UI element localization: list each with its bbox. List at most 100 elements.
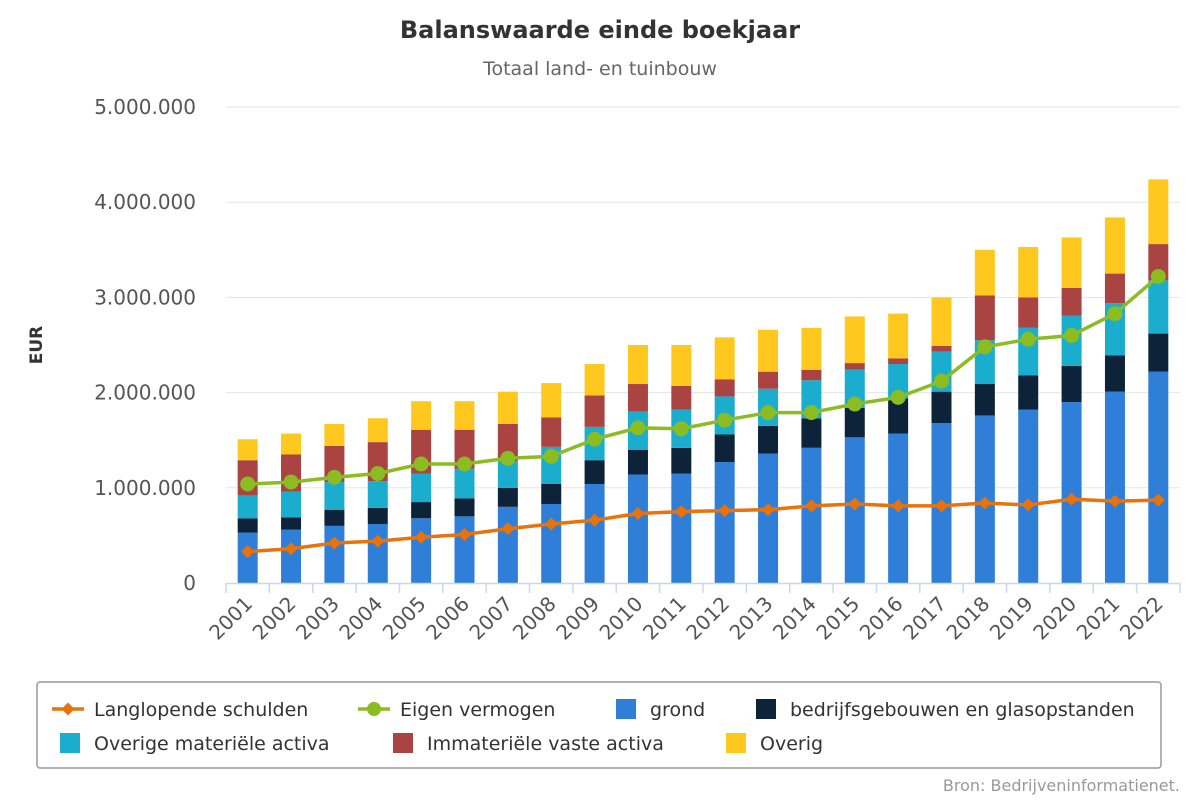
x-tick-label: 2004 xyxy=(334,592,387,645)
bar-segment xyxy=(411,502,432,519)
legend-box xyxy=(36,681,1162,769)
legend-label: Overig xyxy=(760,733,823,755)
legend-symbol xyxy=(756,699,776,719)
bar-segment xyxy=(974,249,995,296)
bar-segment xyxy=(627,449,648,475)
bar-segment xyxy=(1104,391,1125,583)
data-point xyxy=(717,412,733,428)
x-tick-label: 2017 xyxy=(898,592,951,645)
bar-segment xyxy=(281,491,302,518)
data-point xyxy=(371,534,385,548)
legend-label: Eigen vermogen xyxy=(400,699,555,721)
data-point xyxy=(890,389,906,405)
legend-item[interactable]: Overig xyxy=(726,733,823,755)
data-point xyxy=(630,420,646,436)
bar-segment xyxy=(888,364,909,399)
bar-segment xyxy=(367,481,388,508)
x-tick-label: 2012 xyxy=(681,592,734,645)
data-point xyxy=(501,522,515,536)
bar-segment xyxy=(324,482,345,510)
data-point xyxy=(241,545,255,559)
x-axis: 2001200220032004200520062007200820092010… xyxy=(204,582,1181,645)
bar-segment xyxy=(1148,179,1169,245)
x-tick-label: 2019 xyxy=(985,592,1038,645)
legend-symbol xyxy=(726,733,746,753)
data-point xyxy=(587,431,603,447)
bar-segment xyxy=(1018,375,1039,410)
data-point xyxy=(500,450,516,466)
bar-segment xyxy=(281,529,302,583)
bar-segment xyxy=(541,503,562,583)
data-point xyxy=(544,517,558,531)
bar-segment xyxy=(888,358,909,365)
legend-item[interactable]: grond xyxy=(616,699,705,721)
bar-segment xyxy=(1061,365,1082,403)
bar-segment xyxy=(454,516,475,583)
data-point xyxy=(631,507,645,521)
bar-segment xyxy=(497,506,518,583)
bar-segment xyxy=(801,418,822,448)
data-point xyxy=(543,448,559,464)
data-point xyxy=(674,505,688,519)
x-tick-label: 2002 xyxy=(248,592,301,645)
bar-segment xyxy=(671,447,692,474)
y-tick-label: 3.000.000 xyxy=(94,285,196,309)
x-tick-label: 2021 xyxy=(1072,592,1125,645)
series-line xyxy=(247,497,1159,554)
y-tick-label: 5.000.000 xyxy=(94,95,196,119)
y-axis-label: EUR xyxy=(27,326,47,365)
bar-segment xyxy=(324,509,345,526)
bar-segment xyxy=(584,395,605,427)
data-point xyxy=(457,456,472,472)
bar-segment xyxy=(324,424,345,446)
x-tick-label: 2001 xyxy=(204,592,257,645)
legend-item[interactable]: Eigen vermogen xyxy=(358,699,555,721)
credit-text[interactable]: Bron: Bedrijveninformatienet. xyxy=(943,776,1180,795)
x-tick-label: 2008 xyxy=(508,592,561,645)
y-axis-ticks: 0 1.000.000 2.000.000 3.000.000 4.000.000 5.0… xyxy=(94,95,196,595)
bar-segment xyxy=(801,369,822,381)
x-tick-label: 2010 xyxy=(595,592,648,645)
data-point xyxy=(283,474,299,490)
bar-segment xyxy=(1148,280,1169,334)
legend-label: Immateriële vaste activa xyxy=(427,733,664,755)
legend-item[interactable]: Langlopende schulden xyxy=(52,699,308,721)
data-point xyxy=(1151,493,1165,507)
bar-segment xyxy=(801,327,822,370)
bar-segment xyxy=(411,473,432,503)
bar-segment xyxy=(758,371,779,389)
bar-segment xyxy=(801,447,822,583)
data-point xyxy=(804,499,818,513)
data-point xyxy=(240,476,256,492)
data-point xyxy=(935,499,948,513)
y-tick-label: 2.000.000 xyxy=(94,381,196,405)
legend-item[interactable]: Immateriële vaste activa xyxy=(393,733,664,755)
bar-segment xyxy=(454,401,475,430)
legend-label: Overige materiële activa xyxy=(94,733,330,755)
bar-segment xyxy=(844,316,865,364)
bar-segment xyxy=(1018,297,1039,328)
x-tick-label: 2006 xyxy=(421,592,474,645)
chart-title: Balanswaarde einde boekjaar xyxy=(400,16,800,44)
bar-segment xyxy=(1018,409,1039,583)
data-point xyxy=(803,405,819,421)
bar-segment xyxy=(324,525,345,583)
bar-segment xyxy=(237,518,258,533)
data-point xyxy=(761,503,775,517)
y-tick-label: 1.000.000 xyxy=(94,476,196,500)
legend-item[interactable]: bedrijfsgebouwen en glasopstanden xyxy=(756,699,1135,721)
bar-segment xyxy=(454,498,475,517)
legend-symbol xyxy=(60,733,80,753)
series-line xyxy=(247,275,1160,486)
bar-segment xyxy=(931,297,952,346)
legend-marker xyxy=(61,702,75,716)
bar-segment xyxy=(1061,237,1082,288)
legend-item[interactable]: Overige materiële activa xyxy=(60,733,330,755)
bar-segment xyxy=(714,337,735,380)
data-point xyxy=(673,421,689,437)
legend-label: Langlopende schulden xyxy=(94,699,308,721)
data-point xyxy=(326,469,342,485)
x-tick-label: 2003 xyxy=(291,592,344,645)
bar-segment xyxy=(888,398,909,434)
